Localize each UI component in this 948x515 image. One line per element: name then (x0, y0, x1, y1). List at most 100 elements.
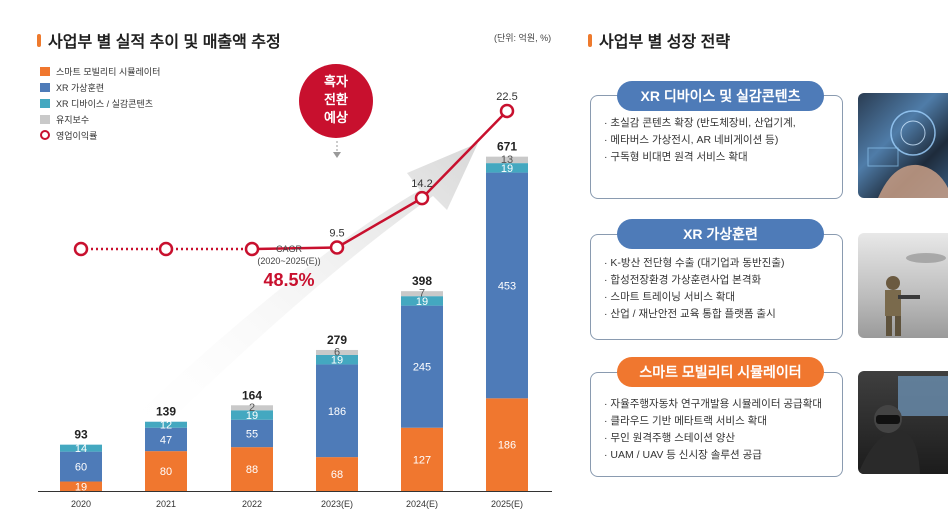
x-tick-label: 2021 (156, 499, 176, 509)
bar-segment (145, 427, 187, 452)
margin-point (158, 241, 174, 257)
bar-value-label: 19 (246, 410, 258, 422)
strategy-card-title: 스마트 모빌리티 시뮬레이터 (617, 357, 824, 387)
bar-segment (231, 447, 273, 491)
strategy-item: 초실감 콘텐츠 확장 (반도체장비, 산업기계, (604, 115, 795, 132)
legend-label: 영업이익률 (56, 130, 98, 141)
legend: 스마트 모빌리티 시뮬레이터 XR 가상훈련 XR 디바이스 / 실감콘텐츠 유… (40, 63, 160, 143)
cagr-label: CAGR (2020~2025(E)) 48.5% (257, 244, 320, 290)
bar-value-label: 55 (246, 428, 258, 440)
bar-value-label: 19 (331, 355, 343, 367)
bar-total-label: 279 (327, 333, 347, 347)
strategy-card-title: XR 디바이스 및 실감콘텐츠 (617, 81, 824, 111)
bar-value-label: 47 (160, 434, 172, 446)
strategy-list: 초실감 콘텐츠 확장 (반도체장비, 산업기계, 메타버스 가상전시, AR 네… (604, 115, 796, 166)
bar-value-label: 80 (160, 466, 172, 478)
strategy-item: 무인 원격주행 스테이션 양산 (604, 430, 822, 447)
bar-segment (145, 421, 187, 428)
bar-segment (60, 444, 102, 452)
bar-value-label: 6 (334, 346, 340, 358)
callout-pointer-head (333, 152, 341, 158)
legend-label: XR 가상훈련 (56, 82, 105, 93)
strategy-card-mobility: 자율주행자동차 연구개발용 시뮬레이터 공급확대 클라우드 기반 메타트랙 서비… (590, 372, 843, 477)
strategy-item: 구독형 비대면 원격 서비스 확대 (604, 149, 796, 166)
x-tick-label: 2022 (242, 499, 262, 509)
mobility-sim-photo (858, 371, 948, 474)
margin-value-label: 14.2 (411, 178, 432, 190)
chart-title-text: 사업부 별 실적 추이 및 매출액 추정 (48, 34, 281, 51)
bar-value-label: 14 (75, 443, 87, 455)
callout-line3: 예상 (324, 110, 348, 125)
bar-value-label: 453 (498, 280, 516, 292)
legend-item-mobility: 스마트 모빌리티 시뮬레이터 (40, 63, 160, 79)
callout-circle (299, 64, 373, 138)
xr-soldier-image (885, 253, 946, 336)
bar-value-label: 127 (413, 454, 431, 466)
strategy-list: K-방산 전단형 수출 (대기업과 동반진출) 합성전장환경 가상훈련사업 본격… (604, 255, 784, 323)
margin-point (329, 240, 345, 255)
strategy-list: 자율주행자동차 연구개발용 시뮬레이터 공급확대 클라우드 기반 메타트랙 서비… (604, 396, 822, 464)
bar-value-label: 19 (75, 481, 87, 493)
bar-value-label: 12 (160, 420, 172, 432)
margin-value-label: 22.5 (496, 91, 517, 103)
bar-value-label: 88 (246, 464, 258, 476)
bar-value-label: 19 (416, 296, 428, 308)
bar-segment (401, 291, 443, 297)
bar-total-label: 164 (242, 388, 262, 402)
bar-segment (486, 398, 528, 491)
bar-value-label: 19 (501, 163, 513, 175)
legend-label: 스마트 모빌리티 시뮬레이터 (56, 66, 161, 77)
bar-segment (316, 354, 358, 365)
bar-value-label: 186 (498, 440, 516, 452)
callout-line1: 흑자 (324, 74, 348, 89)
strategy-item: UAM / UAV 등 신시장 솔루션 공급 (604, 447, 822, 464)
strategy-item: 스마트 트레이닝 서비스 확대 (604, 289, 784, 306)
strategy-item: 클라우드 기반 메타트랙 서비스 확대 (604, 413, 822, 430)
x-tick-label: 2020 (71, 499, 91, 509)
legend-label: 유지보수 (56, 114, 90, 125)
strategy-card-xr-device: 초실감 콘텐츠 확장 (반도체장비, 산업기계, 메타버스 가상전시, AR 네… (590, 95, 843, 199)
legend-swatch (40, 82, 50, 92)
strategy-item: 합성전장환경 가상훈련사업 본격화 (604, 272, 784, 289)
bar-segment (231, 419, 273, 448)
bar-segment (401, 296, 443, 306)
mobility-simulator-image (858, 376, 948, 474)
title-bullet (588, 33, 592, 47)
bar-total-label: 671 (497, 140, 517, 154)
xr-training-photo (858, 233, 948, 338)
xr-hologram-image (867, 110, 948, 198)
callout-line2: 전환 (324, 92, 348, 107)
x-tick-label: 2025(E) (491, 499, 523, 509)
bar-segment (231, 410, 273, 420)
bar-value-label: 68 (331, 469, 343, 481)
bar-segment (145, 451, 187, 491)
cagr-label-line1: CAGR (276, 244, 303, 254)
bar-segment (401, 305, 443, 428)
strategy-card-xr-training: K-방산 전단형 수출 (대기업과 동반진출) 합성전장환경 가상훈련사업 본격… (590, 234, 843, 340)
cagr-label-line2: (2020~2025(E)) (257, 256, 320, 266)
xr-device-photo (858, 93, 948, 198)
bar-total-label: 93 (74, 428, 88, 442)
legend-item-margin: 영업이익률 (40, 127, 160, 143)
bar-value-label: 60 (75, 462, 87, 474)
bar-value-label: 245 (413, 362, 431, 374)
bar-segment (60, 481, 102, 491)
bar-segment (316, 364, 358, 458)
bar-segment (316, 349, 358, 355)
strategy-title: 사업부 별 성장 전략 (588, 28, 730, 52)
bar-segment (316, 457, 358, 491)
strategy-item: K-방산 전단형 수출 (대기업과 동반진출) (604, 255, 784, 272)
unit-label: (단위: 억원, %) (494, 33, 552, 43)
margin-point (73, 241, 89, 257)
legend-item-xr-training: XR 가상훈련 (40, 79, 160, 95)
x-tick-label: 2024(E) (406, 499, 438, 509)
legend-item-xr-device: XR 디바이스 / 실감콘텐츠 (40, 95, 160, 111)
bar-value-label: 7 (419, 288, 425, 300)
title-bullet (37, 33, 41, 47)
legend-item-maintenance: 유지보수 (40, 111, 160, 127)
bar-value-label: 186 (328, 406, 346, 418)
bar-segment (486, 163, 528, 173)
strategy-item: 메타버스 가상전시, AR 네비게이션 등) (604, 132, 796, 149)
margin-line (251, 110, 508, 251)
